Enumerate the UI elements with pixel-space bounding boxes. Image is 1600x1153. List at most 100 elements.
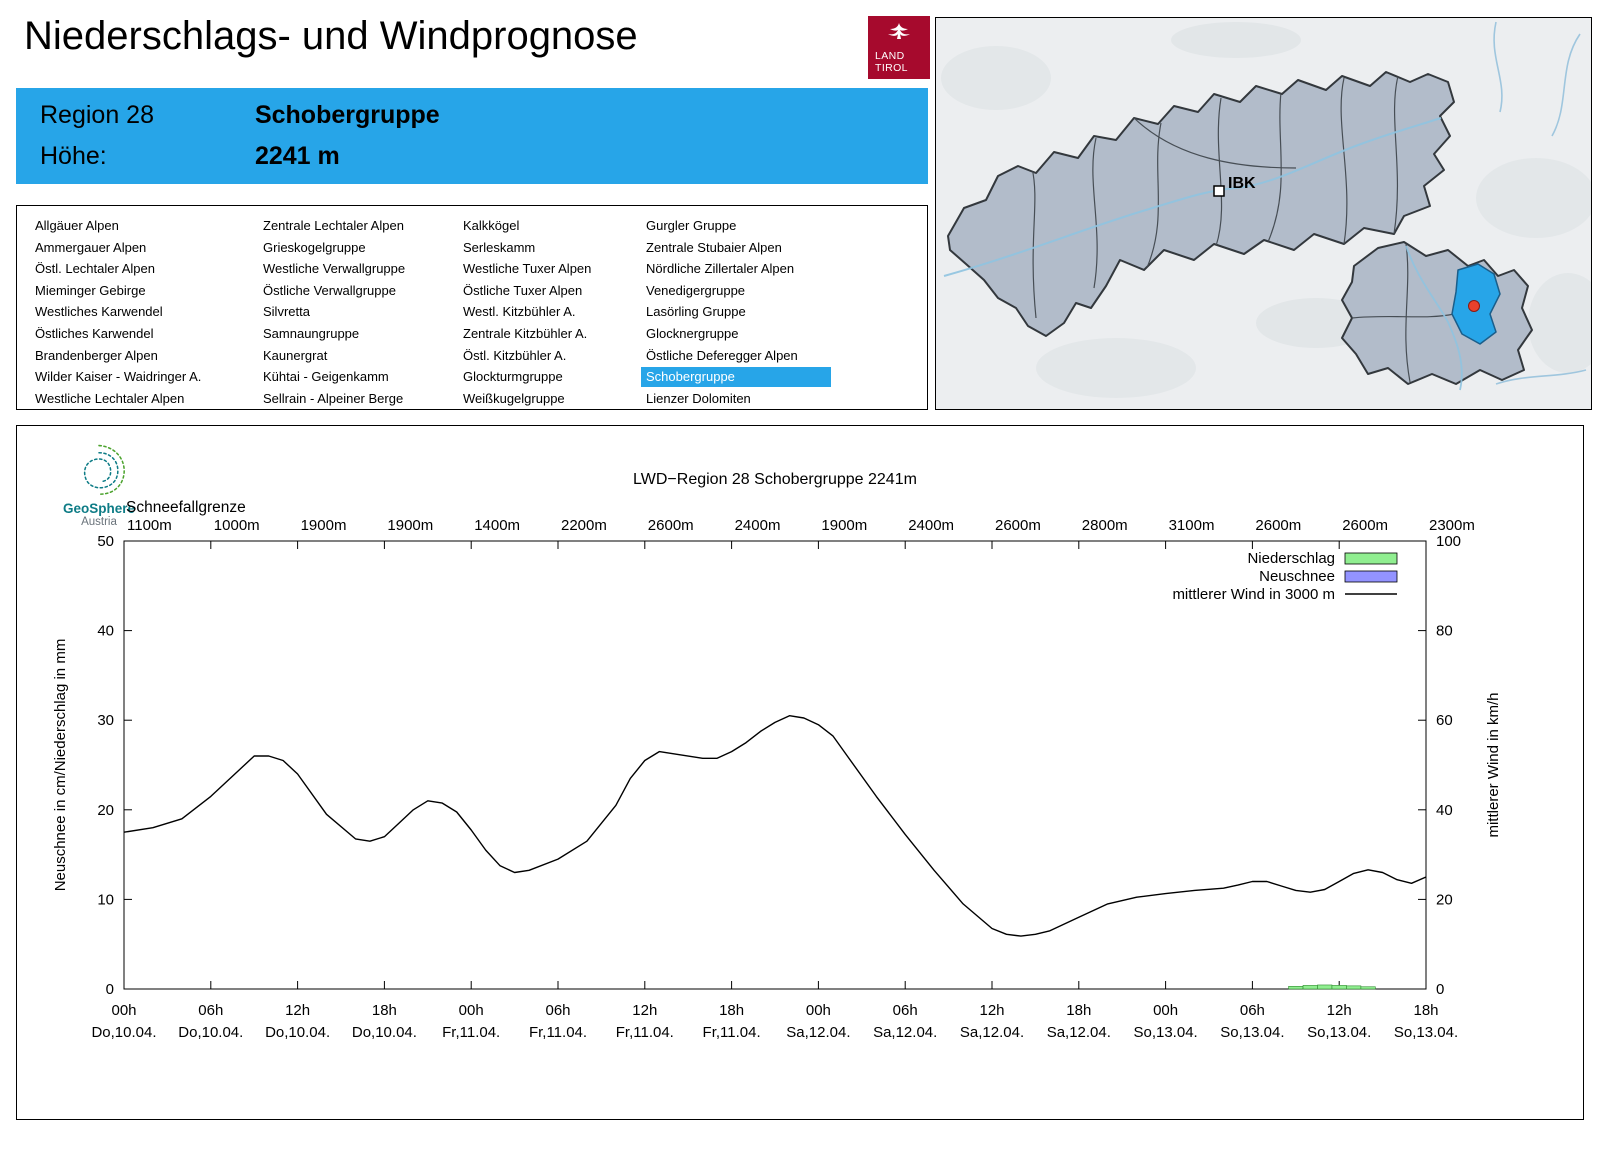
- snowline-value: 2600m: [648, 517, 694, 534]
- region-list-item[interactable]: Zentrale Stubaier Alpen: [646, 239, 782, 255]
- snowline-value: 2200m: [561, 517, 607, 534]
- region-list-item[interactable]: Mieminger Gebirge: [35, 282, 146, 298]
- precip-bar: [1360, 986, 1376, 990]
- region-list-item[interactable]: Östliche Verwallgruppe: [263, 282, 396, 298]
- altitude-label: Höhe:: [40, 142, 107, 170]
- region-list-item[interactable]: Östl. Lechtaler Alpen: [35, 261, 155, 277]
- region-list-item[interactable]: Östliches Karwendel: [35, 325, 154, 341]
- region-list-item[interactable]: Westl. Kitzbühler A.: [463, 304, 576, 320]
- x-tick-time-label: 18h: [1413, 1002, 1438, 1019]
- precip-bar: [1302, 985, 1318, 990]
- region-list-item[interactable]: Östl. Kitzbühler A.: [463, 347, 567, 363]
- region-list-item[interactable]: Nördliche Zillertaler Alpen: [646, 261, 795, 277]
- river-lines: [1493, 21, 1587, 385]
- region-list-item[interactable]: Östliche Tuxer Alpen: [463, 282, 583, 298]
- y-tick-left-label: 10: [97, 891, 114, 908]
- region-list: Allgäuer Alpen Ammergauer Alpen Östl. Lech…: [16, 205, 928, 410]
- x-tick-date-label: Sa,12.04.: [960, 1024, 1024, 1041]
- wind-line: [123, 715, 1427, 937]
- region-list-item[interactable]: Westliche Tuxer Alpen: [463, 261, 592, 277]
- region-list-item[interactable]: Zentrale Lechtaler Alpen: [263, 218, 404, 233]
- snowline-value: 3100m: [1169, 517, 1215, 534]
- logo-line2: TIROL: [875, 61, 908, 74]
- region-list-item[interactable]: Kühtai - Geigenkamm: [263, 369, 389, 385]
- x-tick-time-label: 00h: [459, 1002, 484, 1019]
- region-list-item[interactable]: Westliches Karwendel: [35, 304, 163, 320]
- region-list-item[interactable]: Wilder Kaiser - Waidringer A.: [35, 369, 202, 385]
- y-tick-left-label: 30: [97, 712, 114, 729]
- x-tick-date-label: So,13.04.: [1133, 1024, 1197, 1041]
- region-list-item[interactable]: Sellrain - Alpeiner Berge: [263, 390, 404, 406]
- land-tirol-logo-text: LAND TIROL: [875, 50, 908, 74]
- tirol-map[interactable]: IBK: [935, 17, 1592, 410]
- geosphere-swirl-icon: [83, 444, 125, 495]
- y-tick-left-label: 20: [97, 802, 114, 819]
- region-list-column-4: Gurgler Gruppe Zentrale Stubaier Alpen Nör…: [641, 215, 916, 409]
- region-list-item[interactable]: Kaunergrat: [263, 347, 328, 363]
- snowline-value: 2400m: [908, 517, 954, 534]
- y-tick-right-label: 100: [1436, 533, 1461, 550]
- y-axis-label-right: mittlerer Wind in km/h: [1485, 692, 1502, 837]
- x-tick-date-label: Fr,11.04.: [529, 1024, 587, 1041]
- x-tick-time-label: 12h: [285, 1002, 310, 1019]
- region-number-label: Region 28: [40, 101, 154, 129]
- x-tick-time-label: 06h: [893, 1002, 918, 1019]
- x-tick-time-label: 18h: [372, 1002, 397, 1019]
- region-list-item[interactable]: Samnaungruppe: [263, 325, 360, 341]
- region-list-item[interactable]: Ammergauer Alpen: [35, 239, 147, 255]
- x-tick-time-label: 18h: [719, 1002, 744, 1019]
- legend-swatch: [1344, 570, 1398, 583]
- region-list-item[interactable]: Östliche Deferegger Alpen: [646, 347, 798, 363]
- geosphere-name: GeoSphere: [62, 501, 136, 516]
- region-list-item[interactable]: Zentrale Kitzbühler A.: [463, 325, 588, 341]
- north-tyrol-region: [947, 71, 1455, 337]
- y-tick-left-label: 40: [97, 623, 114, 640]
- y-tick-left-label: 0: [106, 981, 114, 998]
- ibk-marker: [1213, 185, 1225, 197]
- x-tick-time-label: 06h: [198, 1002, 223, 1019]
- x-tick-time-label: 00h: [1153, 1002, 1178, 1019]
- region-header: Region 28 Schobergruppe Höhe: 2241 m: [16, 88, 928, 184]
- region-name-value: Schobergruppe: [254, 101, 440, 129]
- legend-label: mittlerer Wind in 3000 m: [1172, 586, 1335, 603]
- region-list-item[interactable]: Kalkkögel: [463, 218, 520, 233]
- x-tick-date-label: Sa,12.04.: [786, 1024, 850, 1041]
- region-list-item[interactable]: Weißkugelgruppe: [463, 390, 565, 406]
- region-list-item[interactable]: Glocknergruppe: [646, 325, 739, 341]
- region-list-column-3: Kalkkögel Serleskamm Westliche Tuxer Alpen…: [463, 215, 646, 409]
- x-tick-time-label: 12h: [632, 1002, 657, 1019]
- y-tick-right-label: 0: [1436, 981, 1444, 998]
- region-list-item[interactable]: Lienzer Dolomiten: [646, 390, 751, 406]
- region-list-item[interactable]: Lasörling Gruppe: [646, 304, 746, 320]
- forecast-chart-panel: GeoSphere Austria LWD−Region 28 Schoberg…: [16, 425, 1584, 1120]
- region-list-item[interactable]: Brandenberger Alpen: [35, 347, 158, 363]
- region-list-item[interactable]: Venedigergruppe: [646, 282, 746, 298]
- page-title: Niederschlags- und Windprognose: [24, 14, 638, 58]
- x-tick-time-label: 06h: [1240, 1002, 1265, 1019]
- logo-line1: LAND: [875, 50, 905, 62]
- altitude-value: 2241 m: [254, 142, 340, 170]
- region-list-item-selected[interactable]: Schobergruppe: [641, 366, 916, 388]
- precip-bar: [1288, 986, 1304, 990]
- snowline-value: 1000m: [214, 517, 260, 534]
- chart-title: LWD−Region 28 Schobergruppe 2241m: [633, 471, 917, 488]
- y-tick-right-label: 20: [1436, 891, 1453, 908]
- terrain-background: [941, 22, 1591, 398]
- region-list-item[interactable]: Grieskogelgruppe: [263, 239, 366, 255]
- x-tick-date-label: Fr,11.04.: [442, 1024, 500, 1041]
- snowline-value: 2600m: [995, 517, 1041, 534]
- isel-river: [1405, 245, 1463, 391]
- snowline-value: 1100m: [127, 517, 172, 534]
- region-list-item[interactable]: Silvretta: [263, 304, 310, 320]
- region-list-item[interactable]: Westliche Verwallgruppe: [263, 261, 406, 277]
- north-tyrol-district-borders: [1031, 75, 1399, 319]
- tirol-eagle-icon: [888, 23, 910, 39]
- region-list-item[interactable]: Gurgler Gruppe: [646, 218, 737, 233]
- region-list-item[interactable]: Westliche Lechtaler Alpen: [35, 390, 185, 406]
- region-list-item[interactable]: Serleskamm: [463, 239, 536, 255]
- x-tick-date-label: Do,10.04.: [91, 1024, 156, 1041]
- region-list-item[interactable]: Allgäuer Alpen: [35, 218, 119, 233]
- forecast-chart: LWD−Region 28 Schobergruppe 2241m Schneef…: [52, 471, 1502, 1041]
- region-list-item[interactable]: Glockturmgruppe: [463, 369, 563, 385]
- region-list-column-1: Allgäuer Alpen Ammergauer Alpen Östl. Lech…: [35, 215, 263, 409]
